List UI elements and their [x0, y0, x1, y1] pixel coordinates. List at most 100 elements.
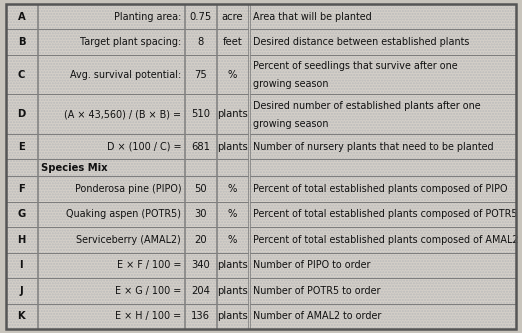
Bar — [217, 201, 248, 227]
Text: (A × 43,560) / (B × B) =: (A × 43,560) / (B × B) = — [64, 109, 181, 119]
Bar — [38, 252, 184, 278]
Bar — [217, 95, 248, 134]
Bar — [217, 252, 248, 278]
Bar — [250, 176, 516, 201]
Text: F: F — [18, 184, 25, 194]
Text: plants: plants — [217, 286, 248, 296]
Bar — [217, 55, 248, 95]
Bar — [6, 30, 37, 55]
Text: Desired distance between established plants: Desired distance between established pla… — [253, 37, 470, 47]
Bar — [6, 201, 37, 227]
Bar — [6, 160, 37, 176]
Text: D × (100 / C) =: D × (100 / C) = — [106, 142, 181, 152]
Bar — [185, 303, 216, 329]
Bar — [6, 55, 37, 95]
Text: acre: acre — [222, 12, 243, 22]
Bar — [185, 95, 216, 134]
Text: 204: 204 — [191, 286, 210, 296]
Bar — [38, 176, 184, 201]
Bar — [38, 55, 184, 95]
Text: Avg. survival potential:: Avg. survival potential: — [70, 70, 181, 80]
Text: 50: 50 — [194, 184, 207, 194]
Bar — [6, 278, 37, 303]
Bar — [250, 201, 516, 227]
Text: 0.75: 0.75 — [189, 12, 211, 22]
Text: growing season: growing season — [253, 79, 329, 89]
Text: Target plant spacing:: Target plant spacing: — [80, 37, 181, 47]
Text: H: H — [17, 235, 26, 245]
Bar — [6, 176, 37, 201]
Bar — [217, 160, 248, 176]
Text: Planting area:: Planting area: — [114, 12, 181, 22]
Text: Number of PIPO to order: Number of PIPO to order — [253, 260, 371, 270]
Bar — [217, 134, 248, 160]
Bar — [38, 303, 184, 329]
Bar — [250, 134, 516, 160]
Text: D: D — [17, 109, 26, 119]
Text: Percent of total established plants composed of POTR5: Percent of total established plants comp… — [253, 209, 518, 219]
Text: Percent of seedlings that survive after one: Percent of seedlings that survive after … — [253, 61, 458, 71]
Text: Percent of total established plants composed of AMAL2: Percent of total established plants comp… — [253, 235, 518, 245]
Bar — [185, 30, 216, 55]
Text: J: J — [19, 286, 23, 296]
Text: 681: 681 — [191, 142, 210, 152]
Text: Number of POTR5 to order: Number of POTR5 to order — [253, 286, 381, 296]
Text: K: K — [18, 311, 25, 321]
Text: plants: plants — [217, 109, 248, 119]
Bar — [38, 4, 184, 30]
Text: 8: 8 — [197, 37, 204, 47]
Text: 136: 136 — [191, 311, 210, 321]
Bar — [38, 278, 184, 303]
Text: 20: 20 — [194, 235, 207, 245]
Text: Percent of total established plants composed of PIPO: Percent of total established plants comp… — [253, 184, 508, 194]
Bar — [38, 134, 184, 160]
Text: C: C — [18, 70, 25, 80]
Text: %: % — [228, 70, 237, 80]
Bar — [250, 252, 516, 278]
Text: 75: 75 — [194, 70, 207, 80]
Text: Desired number of established plants after one: Desired number of established plants aft… — [253, 101, 481, 111]
Bar — [217, 4, 248, 30]
Bar — [38, 227, 184, 252]
Text: Number of AMAL2 to order: Number of AMAL2 to order — [253, 311, 382, 321]
Text: feet: feet — [223, 37, 242, 47]
Text: Serviceberry (AMAL2): Serviceberry (AMAL2) — [76, 235, 181, 245]
Text: A: A — [18, 12, 25, 22]
Bar — [217, 303, 248, 329]
Bar — [6, 95, 37, 134]
Bar — [185, 252, 216, 278]
Text: G: G — [17, 209, 26, 219]
Bar — [250, 4, 516, 30]
Bar — [38, 30, 184, 55]
Bar — [38, 95, 184, 134]
Text: Number of nursery plants that need to be planted: Number of nursery plants that need to be… — [253, 142, 494, 152]
Text: plants: plants — [217, 260, 248, 270]
Text: E × H / 100 =: E × H / 100 = — [115, 311, 181, 321]
Bar — [185, 160, 216, 176]
Bar — [38, 160, 184, 176]
Bar — [250, 303, 516, 329]
Bar — [185, 134, 216, 160]
Text: 340: 340 — [191, 260, 210, 270]
Text: Species Mix: Species Mix — [41, 163, 108, 173]
Bar — [6, 134, 37, 160]
Bar — [6, 227, 37, 252]
Text: %: % — [228, 184, 237, 194]
Text: B: B — [18, 37, 25, 47]
Bar — [6, 4, 37, 30]
Bar — [185, 55, 216, 95]
Text: Ponderosa pine (PIPO): Ponderosa pine (PIPO) — [75, 184, 181, 194]
Bar — [6, 252, 37, 278]
Text: growing season: growing season — [253, 119, 329, 129]
Bar — [250, 278, 516, 303]
Bar — [6, 303, 37, 329]
Text: plants: plants — [217, 311, 248, 321]
Bar — [38, 201, 184, 227]
Text: E × G / 100 =: E × G / 100 = — [115, 286, 181, 296]
Bar — [250, 95, 516, 134]
Text: I: I — [20, 260, 23, 270]
Bar — [250, 160, 516, 176]
Text: %: % — [228, 209, 237, 219]
Bar — [185, 227, 216, 252]
Bar — [217, 278, 248, 303]
